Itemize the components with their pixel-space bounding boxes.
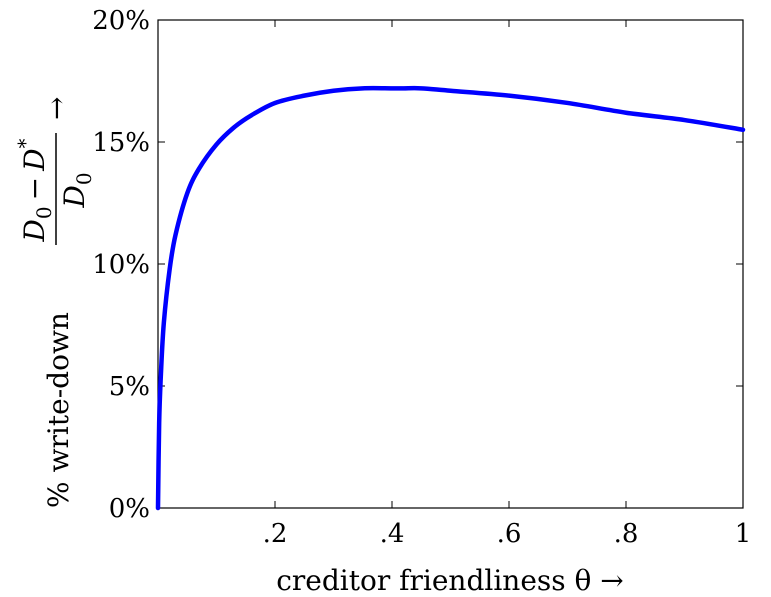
x-tick-label: 1 <box>735 519 752 549</box>
series-line <box>155 85 746 511</box>
y-axis-label: % write-down D0−D* D0 → <box>13 97 96 508</box>
plot-area <box>155 19 746 511</box>
x-axis-label: creditor friendliness θ → <box>276 564 624 597</box>
y-tick-label: 10% <box>92 250 150 280</box>
x-tick-label: .6 <box>497 519 522 549</box>
x-tick-label: .4 <box>380 519 405 549</box>
tick-labels: .2.4.6.8 10%5%10%15%20% <box>92 6 751 549</box>
plot-frame <box>157 19 744 509</box>
y-tick-label: 15% <box>92 128 150 158</box>
fraction-numerator: D0−D* <box>13 138 56 242</box>
y-axis-label-fraction: D0−D* D0 → <box>13 97 96 245</box>
y-axis-label-text: % write-down <box>42 312 75 508</box>
fraction-denominator: D0 <box>58 172 96 208</box>
y-axis-arrow: → <box>40 97 73 120</box>
ticks <box>158 19 744 509</box>
y-tick-label: 0% <box>109 494 150 524</box>
x-tick-label: .8 <box>614 519 639 549</box>
x-tick-label: .2 <box>263 519 288 549</box>
y-tick-label: 20% <box>92 6 150 36</box>
y-tick-label: 5% <box>109 372 150 402</box>
